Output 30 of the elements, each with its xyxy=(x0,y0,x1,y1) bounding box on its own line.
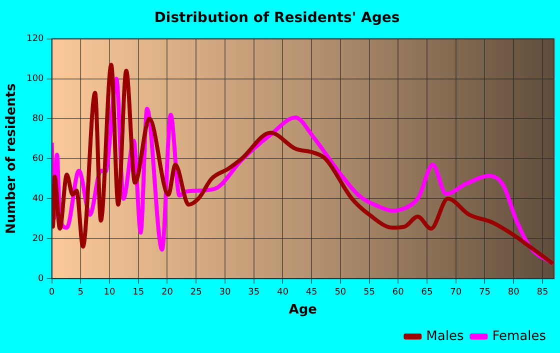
legend-label: Females xyxy=(492,328,546,344)
x-tick-label: 10 xyxy=(104,287,116,298)
x-tick-label: 5 xyxy=(78,287,84,298)
x-tick-label: 15 xyxy=(132,287,144,298)
chart-title: Distribution of Residents' Ages xyxy=(154,10,400,26)
x-tick-label: 75 xyxy=(479,287,490,298)
x-tick-label: 20 xyxy=(162,287,174,298)
y-tick-label: 0 xyxy=(38,274,44,284)
x-tick-label: 80 xyxy=(508,287,520,298)
x-tick-label: 45 xyxy=(306,287,318,298)
y-tick-label: 100 xyxy=(26,74,44,84)
x-axis-title: Age xyxy=(288,302,318,318)
x-tick-label: 30 xyxy=(219,287,231,298)
y-tick-label: 40 xyxy=(32,194,44,204)
x-tick-label: 25 xyxy=(190,287,202,298)
y-tick-label: 20 xyxy=(32,234,44,244)
y-tick-label: 120 xyxy=(26,34,44,44)
x-tick-label: 0 xyxy=(48,287,55,298)
y-tick-label: 60 xyxy=(32,154,44,164)
x-tick-label: 70 xyxy=(450,287,462,298)
x-tick-label: 35 xyxy=(248,287,260,298)
legend-label: Males xyxy=(426,328,464,344)
x-tick-label: 85 xyxy=(536,287,548,298)
x-tick-label: 40 xyxy=(276,287,289,298)
x-tick-label: 65 xyxy=(421,287,433,298)
x-tick-label: 60 xyxy=(392,287,404,298)
x-tick-label: 55 xyxy=(364,287,375,298)
y-axis-title: Number of residents xyxy=(4,83,20,234)
y-tick-label: 80 xyxy=(32,114,44,124)
x-tick-label: 50 xyxy=(334,287,346,298)
